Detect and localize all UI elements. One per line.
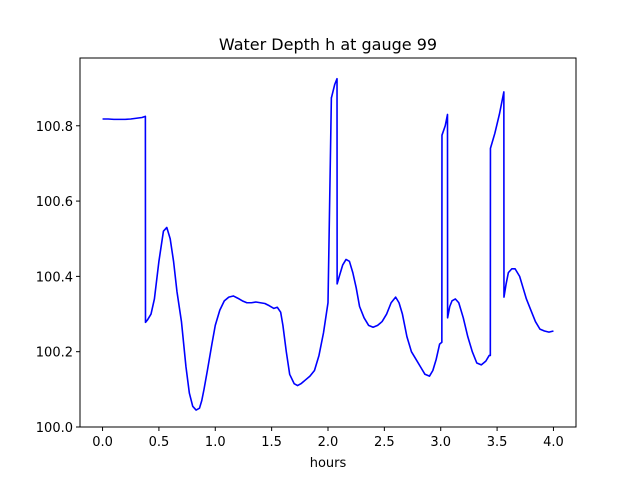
y-tick-label: 100.2 [36,346,73,361]
x-axis-label: hours [310,456,347,471]
y-tick-label: 100.4 [36,270,73,285]
y-axis-ticks: 100.0 100.2 100.4 100.6 100.8 [36,120,80,436]
x-axis-ticks: 0.0 0.5 1.0 1.5 2.0 2.5 3.0 3.5 4.0 [92,427,564,450]
x-tick-label: 0.0 [92,435,113,450]
x-tick-label: 2.0 [318,435,339,450]
x-tick-label: 0.5 [149,435,170,450]
x-tick-label: 3.5 [487,435,508,450]
x-tick-label: 4.0 [543,435,564,450]
x-tick-label: 1.5 [261,435,282,450]
x-tick-label: 3.0 [430,435,451,450]
y-tick-label: 100.6 [36,195,73,210]
axes-frame [79,57,577,428]
y-tick-label: 100.8 [36,120,73,135]
x-tick-label: 1.0 [205,435,226,450]
chart-title: Water Depth h at gauge 99 [219,35,437,54]
x-tick-label: 2.5 [374,435,395,450]
series-line [102,77,554,411]
plot-area [79,57,577,428]
y-tick-label: 100.0 [36,421,73,436]
